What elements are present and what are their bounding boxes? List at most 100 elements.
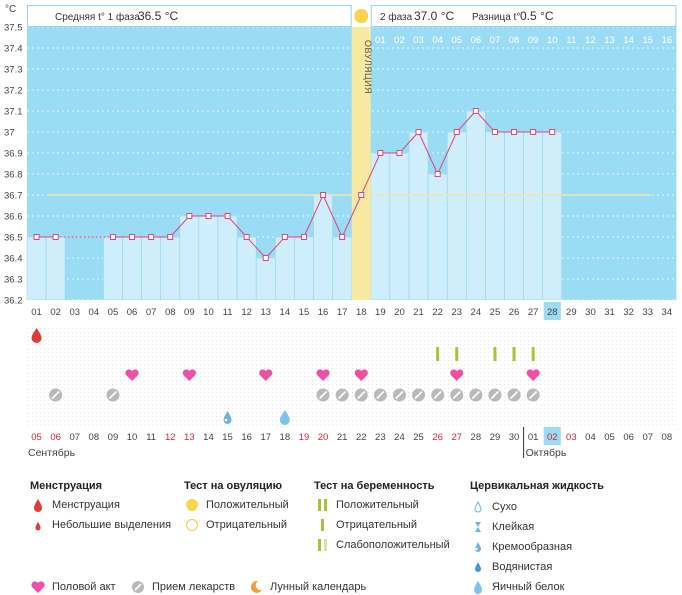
drop-outline-icon: [474, 500, 482, 513]
current-day-highlight: [543, 302, 561, 320]
one-line-icon: [321, 519, 324, 531]
cycle-day-label: 13: [260, 307, 271, 318]
date-label: 08: [662, 432, 673, 443]
cycle-day-label: 08: [165, 307, 176, 318]
y-tick-label: 37.2: [4, 86, 23, 97]
phase2-label: 2 фаза: [380, 11, 413, 23]
legend-menstruation: Менструация Менструация Небольшие выделе…: [30, 480, 172, 531]
luteal-day-label: 05: [451, 35, 462, 46]
month-right-label: Октябрь: [526, 447, 567, 459]
pregnancy-test-icon: [531, 347, 535, 361]
pregnancy-test-icon: [512, 347, 516, 361]
heart-icon: [182, 369, 196, 381]
date-label: 26: [432, 432, 443, 443]
pill-stripe: [108, 390, 118, 400]
cycle-day-label: 25: [490, 307, 501, 318]
temperature-point: [339, 234, 346, 240]
date-label: 06: [623, 432, 634, 443]
cycle-day-label: 07: [146, 307, 157, 318]
temperature-point: [491, 129, 498, 135]
date-label: 07: [69, 432, 80, 443]
temperature-bar: [103, 236, 123, 301]
cycle-day-label: 31: [604, 307, 615, 318]
temperature-line-segment: [265, 236, 286, 259]
legend-title-ovulation-test: Тест на овуляцию: [184, 480, 283, 492]
cycle-day-label: 34: [662, 307, 673, 318]
temperature-bar: [141, 236, 162, 301]
sun-filled-icon: [186, 499, 198, 511]
pill-stripe: [376, 390, 385, 400]
temperature-point: [262, 255, 269, 261]
temperature-bar: [122, 236, 142, 301]
date-label: 29: [490, 432, 501, 443]
pill-stripe: [318, 390, 328, 400]
temperature-point: [52, 234, 59, 240]
luteal-day-label: 06: [471, 35, 482, 46]
cycle-day-label: 19: [375, 307, 386, 318]
temperature-line-segment: [169, 215, 190, 238]
temperature-line-segment: [246, 236, 267, 259]
luteal-day-label: 01: [375, 35, 386, 46]
cycle-day-label: 18: [356, 307, 367, 318]
temperature-bar: [446, 131, 467, 301]
date-label: 24: [394, 432, 405, 443]
temperature-line-segment: [418, 131, 439, 175]
temperature-point: [396, 150, 403, 156]
cycle-day-label: 23: [451, 307, 462, 318]
temperature-bar: [217, 215, 238, 301]
temperature-line-segment: [456, 110, 477, 133]
temperature-point: [300, 234, 307, 240]
temperature-point: [129, 234, 136, 240]
faint-lines-icon: [318, 539, 327, 551]
y-tick-label: 36.8: [4, 170, 23, 181]
water-drop-icon: [475, 562, 481, 572]
temperature-line-segment: [475, 110, 496, 133]
egg-white-drop-icon: [279, 410, 290, 425]
cycle-day-label: 02: [50, 307, 61, 318]
temperature-point: [33, 234, 40, 240]
temperature-bar: [389, 152, 410, 301]
luteal-day-label: 12: [585, 35, 596, 46]
cycle-day-label: 21: [413, 307, 424, 318]
y-tick-label: 37: [4, 128, 15, 139]
month-left-label: Сентябрь: [28, 447, 76, 459]
temperature-point: [281, 234, 288, 240]
temperature-bar: [427, 173, 448, 301]
y-tick-label: 37.3: [4, 65, 23, 76]
phase2-value: 37.0 °C: [414, 9, 454, 23]
pill-stripe: [357, 390, 366, 400]
luteal-day-label: 14: [623, 35, 634, 46]
date-label: 02: [547, 432, 558, 443]
temperature-point: [511, 129, 518, 135]
hourglass-icon: [475, 522, 481, 532]
y-tick-label: 36.3: [4, 275, 23, 286]
temperature-line-segment: [303, 194, 324, 238]
temperature-bar: [523, 131, 543, 301]
luteal-day-label: 16: [662, 35, 673, 46]
y-tick-label: 37.1: [4, 107, 23, 118]
moon-icon: [250, 580, 262, 593]
creamy-drop-dot: [224, 418, 228, 422]
heart-icon: [354, 369, 368, 381]
diff-value: 0.5 °C: [520, 9, 554, 23]
y-tick-label: 37.4: [4, 44, 23, 55]
date-label: 21: [337, 432, 348, 443]
temperature-bar: [370, 152, 391, 301]
pill-stripe: [433, 390, 442, 400]
luteal-day-label: 03: [413, 35, 424, 46]
temperature-bar: [45, 236, 66, 301]
temperature-point: [224, 213, 231, 219]
date-label: 06: [50, 432, 61, 443]
date-label: 25: [413, 432, 424, 443]
date-label: 14: [203, 432, 214, 443]
date-label: 07: [642, 432, 653, 443]
temperature-point: [549, 129, 556, 135]
date-label: 03: [566, 432, 577, 443]
temperature-bar: [236, 236, 257, 301]
date-label: 27: [451, 432, 462, 443]
y-tick-label: 36.6: [4, 212, 23, 223]
temperature-bar: [160, 236, 181, 301]
cycle-day-label: 14: [280, 307, 291, 318]
cycle-day-label: 20: [394, 307, 405, 318]
header-phase2-box: [370, 5, 677, 27]
